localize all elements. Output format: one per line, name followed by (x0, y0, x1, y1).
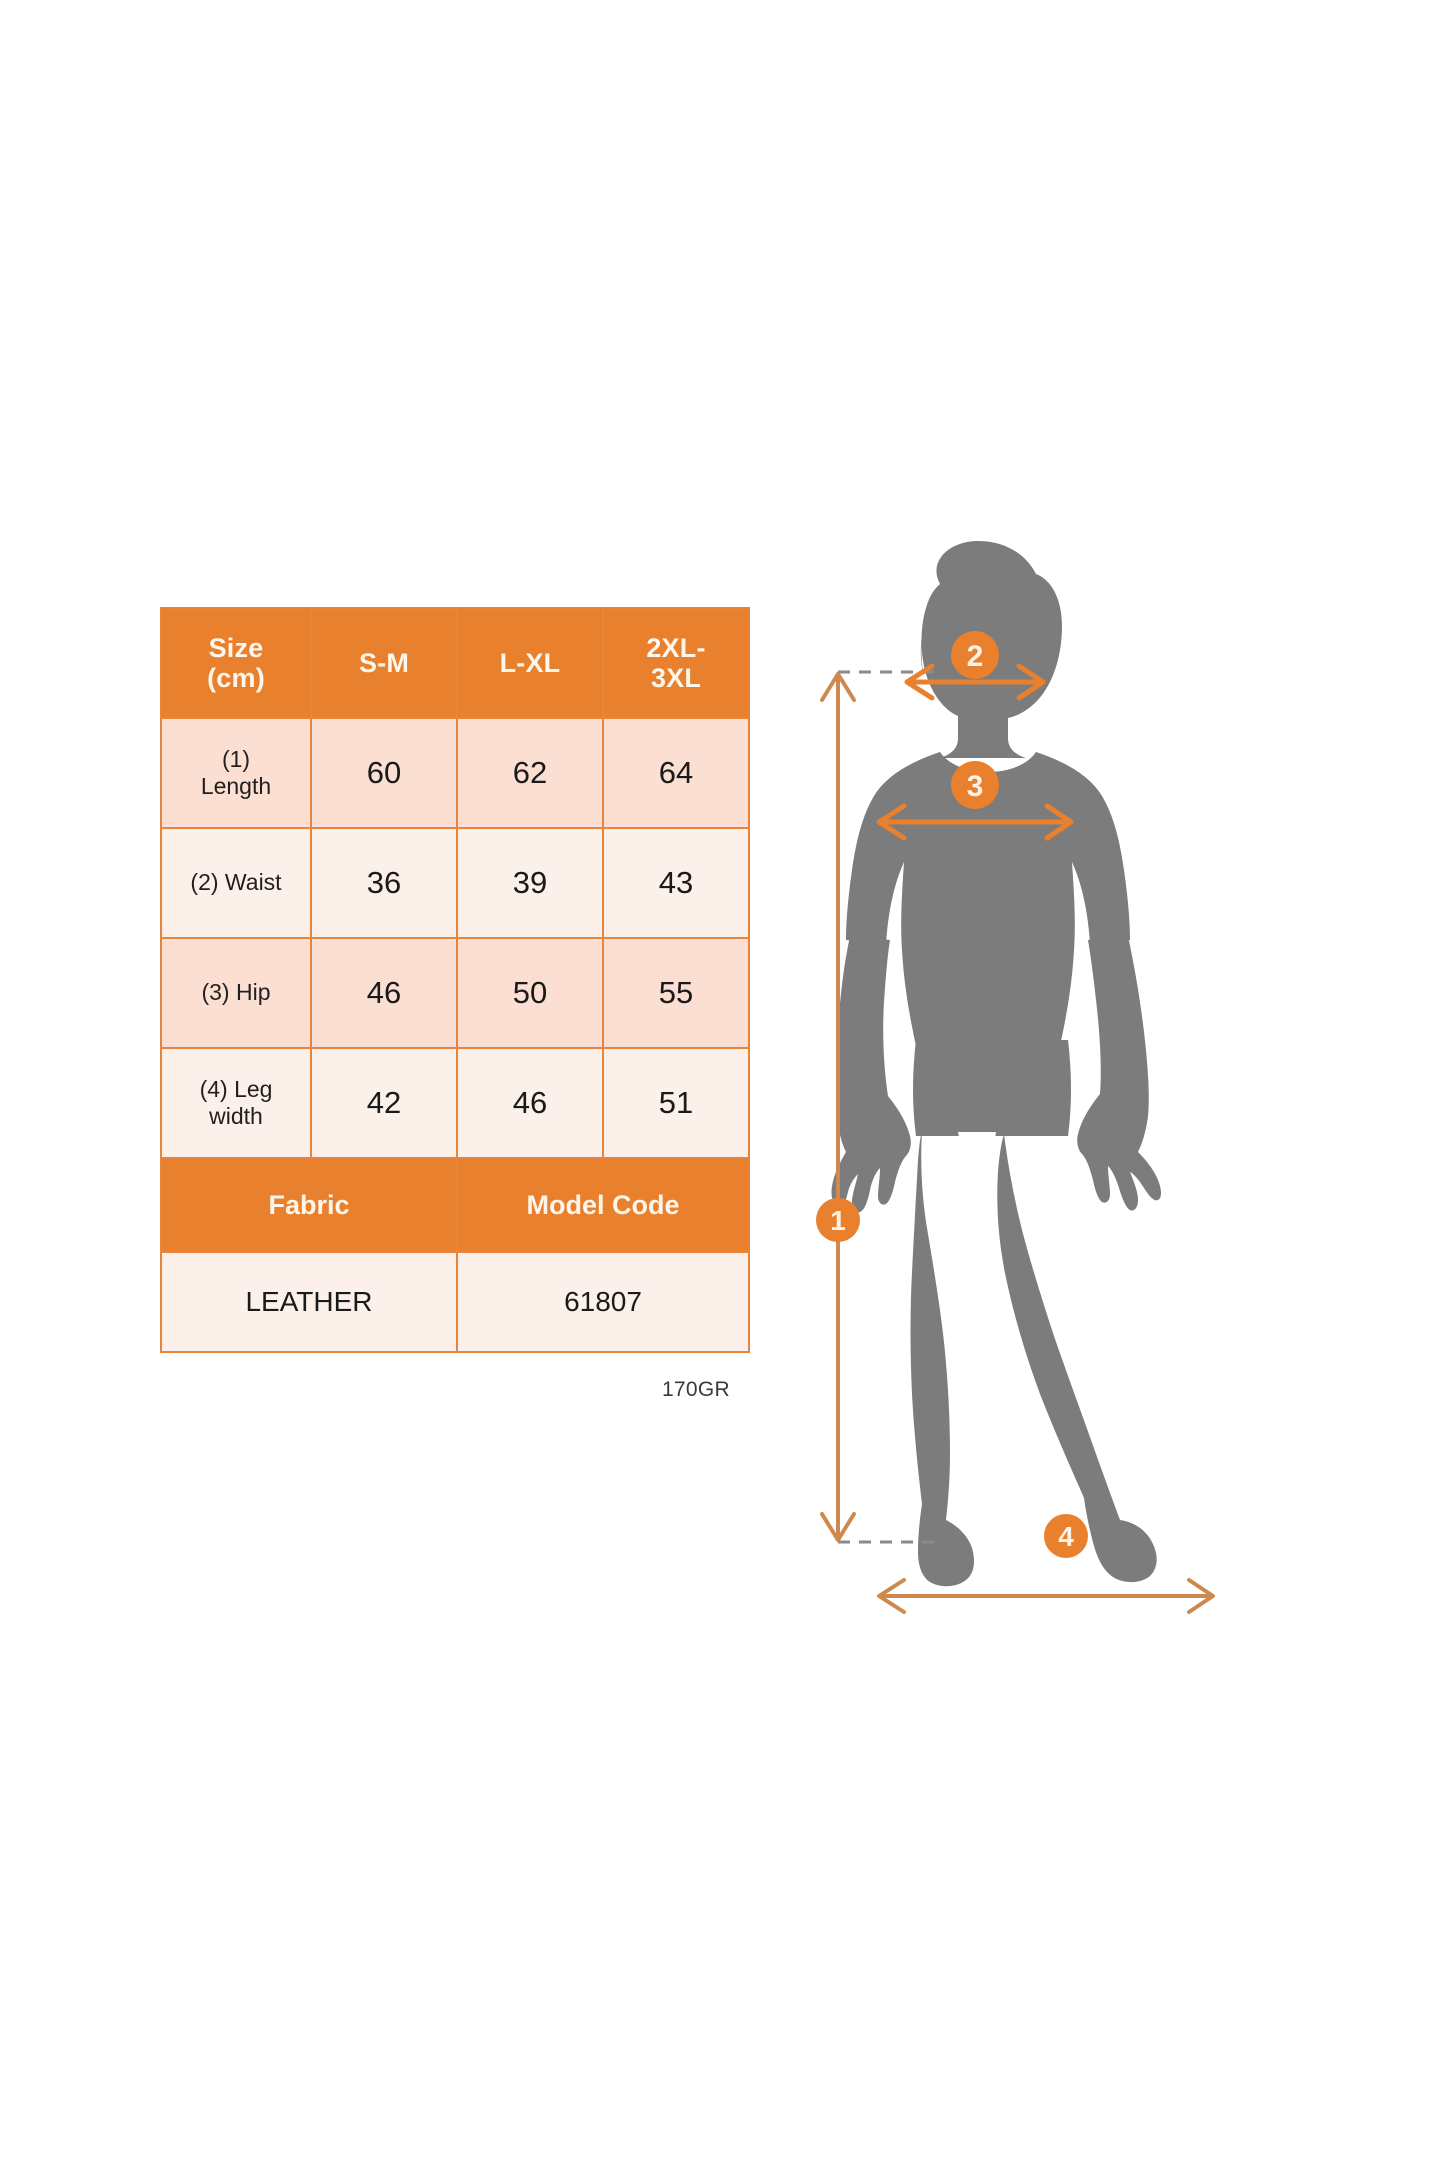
xl-header-line1: 2XL- (646, 632, 706, 663)
badge-4-label: 4 (1058, 1521, 1074, 1552)
row-label-length: (1) Length (160, 717, 312, 829)
badge-2-label: 2 (967, 640, 984, 673)
vertical-double-arrow-icon (820, 672, 856, 1542)
table-row: (2) Waist 36 39 43 (160, 827, 750, 939)
column-header-l-xl: L-XL (456, 607, 604, 719)
cell-waist-2xl-3xl: 43 (602, 827, 750, 939)
cell-fabric-value: LEATHER (160, 1251, 458, 1353)
column-header-2xl-3xl: 2XL- 3XL (602, 607, 750, 719)
cell-hip-l-xl: 50 (456, 937, 604, 1049)
cell-model-code-value: 61807 (456, 1251, 750, 1353)
table-footer-value-row: LEATHER 61807 (160, 1251, 750, 1353)
column-header-size: Size (cm) (160, 607, 312, 719)
badge-2: 2 (951, 631, 999, 679)
table-row: (3) Hip 46 50 55 (160, 937, 750, 1049)
table-footer-header-row: Fabric Model Code (160, 1157, 750, 1253)
column-header-model-code: Model Code (456, 1157, 750, 1253)
horizontal-double-arrow-icon (876, 803, 1074, 841)
size-table: Size (cm) S-M L-XL 2XL- 3XL (1) Length (160, 607, 750, 1353)
table-row: (1) Length 60 62 64 (160, 717, 750, 829)
row-label-leg-width-line2: width (209, 1103, 263, 1129)
cell-waist-s-m: 36 (310, 827, 458, 939)
badge-4: 4 (1044, 1514, 1088, 1558)
size-table-container: Size (cm) S-M L-XL 2XL- 3XL (1) Length (160, 607, 750, 1353)
cell-length-2xl-3xl: 64 (602, 717, 750, 829)
row-label-length-line1: (1) (221, 745, 251, 772)
cell-leg-width-2xl-3xl: 51 (602, 1047, 750, 1159)
row-label-length-line2: Length (200, 773, 272, 799)
column-header-fabric: Fabric (160, 1157, 458, 1253)
weight-note: 170GR (661, 1378, 730, 1401)
row-label-leg-width: (4) Leg width (160, 1047, 312, 1159)
cell-length-l-xl: 62 (456, 717, 604, 829)
cell-hip-2xl-3xl: 55 (602, 937, 750, 1049)
row-label-leg-width-line1: (4) Leg (199, 1075, 273, 1102)
size-header-line1: Size (208, 632, 264, 663)
size-header-line2: (cm) (207, 663, 265, 693)
badge-3-label: 3 (967, 770, 984, 803)
row-label-waist: (2) Waist (160, 827, 312, 939)
row-label-hip: (3) Hip (160, 937, 312, 1049)
cell-waist-l-xl: 39 (456, 827, 604, 939)
badge-1: 1 (816, 1198, 860, 1242)
table-row: (4) Leg width 42 46 51 (160, 1047, 750, 1159)
xl-header-line2: 3XL (650, 663, 702, 693)
horizontal-double-arrow-icon (904, 663, 1046, 701)
female-silhouette-icon (831, 540, 1161, 1587)
column-header-s-m: S-M (310, 607, 458, 719)
measurement-diagram: 1 2 3 4 (790, 540, 1320, 1660)
cell-leg-width-s-m: 42 (310, 1047, 458, 1159)
cell-leg-width-l-xl: 46 (456, 1047, 604, 1159)
badge-1-label: 1 (830, 1205, 846, 1236)
table-header-row: Size (cm) S-M L-XL 2XL- 3XL (160, 607, 750, 719)
horizontal-double-arrow-icon (877, 1578, 1215, 1614)
cell-hip-s-m: 46 (310, 937, 458, 1049)
badge-3: 3 (951, 761, 999, 809)
cell-length-s-m: 60 (310, 717, 458, 829)
